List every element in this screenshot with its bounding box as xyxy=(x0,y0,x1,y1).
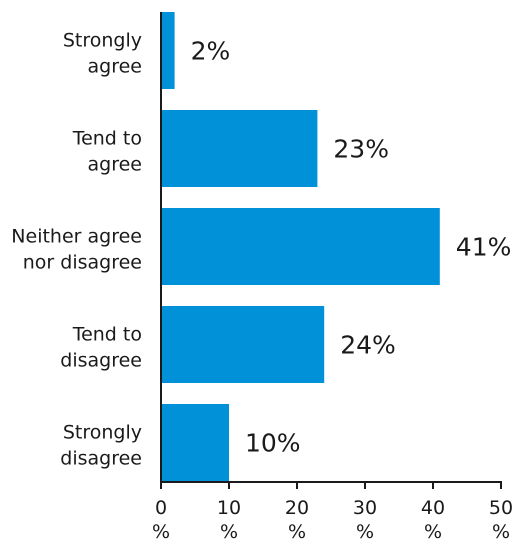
x-tick-label-4: 40% xyxy=(421,497,445,543)
axes xyxy=(160,12,502,483)
x-tick-label-0: 0% xyxy=(152,497,170,543)
value-label-4: 10% xyxy=(245,429,301,458)
bar-2 xyxy=(161,208,440,285)
bar-3 xyxy=(161,306,325,383)
value-label-2: 41% xyxy=(456,233,512,262)
category-label-4: Strongly disagree xyxy=(60,422,142,470)
x-tick-label-2: 20% xyxy=(285,497,309,543)
category-label-1: Tend to agree xyxy=(72,128,142,176)
x-tick-label-1: 10% xyxy=(217,497,241,543)
category-labels: Strongly agree Tend to agree Neither agree no… xyxy=(11,30,142,470)
value-label-1: 23% xyxy=(333,135,389,164)
bar-4 xyxy=(161,404,229,481)
x-ticks: 0 % 10 % 20 % 30 % 40 % 50% xyxy=(152,482,513,543)
category-label-3: Tend to disagree xyxy=(60,324,142,372)
x-tick-label-5: 50% xyxy=(489,497,513,543)
value-label-3: 24% xyxy=(340,331,396,360)
value-labels: 2% 23% 41% 24% 10% xyxy=(191,37,512,458)
bars-group xyxy=(161,12,440,481)
x-tick-label-3: 30% xyxy=(353,497,377,543)
bar-0 xyxy=(161,12,175,89)
value-label-0: 2% xyxy=(191,37,231,66)
category-label-0: Strongly agree xyxy=(63,30,142,78)
bar-1 xyxy=(161,110,318,187)
category-label-2: Neither agree nor disagree xyxy=(11,226,142,274)
